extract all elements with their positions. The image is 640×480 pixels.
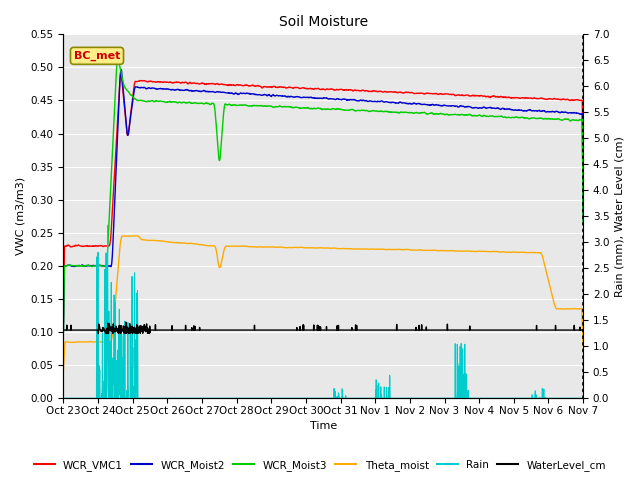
Text: BC_met: BC_met [74, 51, 120, 61]
Title: Soil Moisture: Soil Moisture [278, 15, 368, 29]
Legend: WCR_VMC1, WCR_Moist2, WCR_Moist3, Theta_moist, Rain, WaterLevel_cm: WCR_VMC1, WCR_Moist2, WCR_Moist3, Theta_… [29, 456, 611, 475]
Y-axis label: Rain (mm), Water Level (cm): Rain (mm), Water Level (cm) [615, 136, 625, 297]
X-axis label: Time: Time [310, 421, 337, 432]
Y-axis label: VWC (m3/m3): VWC (m3/m3) [15, 177, 25, 255]
